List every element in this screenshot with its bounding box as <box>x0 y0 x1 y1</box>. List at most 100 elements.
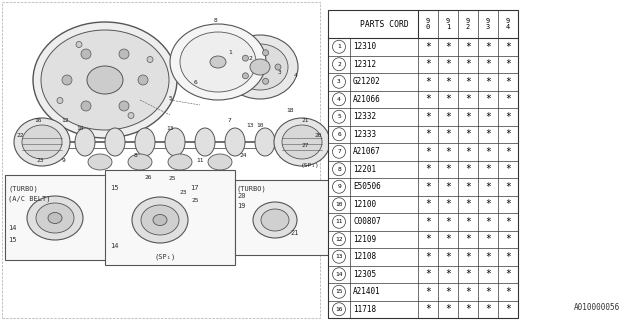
Text: *: * <box>465 217 471 227</box>
Text: 27: 27 <box>301 142 308 148</box>
Circle shape <box>243 73 248 79</box>
Ellipse shape <box>225 128 245 156</box>
Text: *: * <box>445 234 451 244</box>
Circle shape <box>147 57 153 62</box>
Text: *: * <box>445 129 451 139</box>
Text: 7: 7 <box>228 117 232 123</box>
Text: *: * <box>485 304 491 314</box>
Text: 23: 23 <box>36 157 44 163</box>
Text: 12332: 12332 <box>353 112 376 121</box>
Text: 9
4: 9 4 <box>506 18 510 30</box>
Circle shape <box>333 180 346 193</box>
Circle shape <box>76 42 82 47</box>
Text: 15: 15 <box>110 185 118 191</box>
Text: 12: 12 <box>335 237 343 242</box>
Text: (TURBO): (TURBO) <box>237 185 267 191</box>
Text: *: * <box>505 199 511 209</box>
Circle shape <box>119 101 129 111</box>
Text: *: * <box>485 252 491 262</box>
Text: *: * <box>465 234 471 244</box>
Text: *: * <box>425 182 431 192</box>
Text: *: * <box>505 129 511 139</box>
Circle shape <box>333 215 346 228</box>
Text: 25: 25 <box>191 197 199 203</box>
Text: 14: 14 <box>335 272 343 277</box>
Text: 9
0: 9 0 <box>426 18 430 30</box>
Text: *: * <box>465 199 471 209</box>
Text: 6: 6 <box>337 132 341 137</box>
Text: *: * <box>425 234 431 244</box>
Text: 9
3: 9 3 <box>486 18 490 30</box>
Ellipse shape <box>210 56 226 68</box>
Text: 9
1: 9 1 <box>446 18 450 30</box>
Text: *: * <box>505 182 511 192</box>
Text: 25: 25 <box>168 175 176 180</box>
Text: (A/C BELT): (A/C BELT) <box>8 195 51 202</box>
Ellipse shape <box>14 118 70 166</box>
Text: *: * <box>425 42 431 52</box>
Ellipse shape <box>33 22 177 138</box>
Text: *: * <box>425 217 431 227</box>
Circle shape <box>81 49 91 59</box>
Text: *: * <box>465 77 471 87</box>
Text: 3: 3 <box>278 69 282 75</box>
Text: *: * <box>445 77 451 87</box>
Text: 7: 7 <box>337 149 341 154</box>
Text: G21202: G21202 <box>353 77 381 86</box>
Text: *: * <box>425 59 431 69</box>
Ellipse shape <box>41 30 169 130</box>
Text: 12: 12 <box>61 117 68 123</box>
Ellipse shape <box>22 125 62 159</box>
Text: 2: 2 <box>248 55 252 60</box>
Text: *: * <box>445 94 451 104</box>
Text: *: * <box>425 252 431 262</box>
Text: *: * <box>445 269 451 279</box>
Circle shape <box>62 75 72 85</box>
Text: *: * <box>425 199 431 209</box>
Text: 23: 23 <box>179 189 187 195</box>
Text: 16: 16 <box>35 117 42 123</box>
Text: 5: 5 <box>168 95 172 100</box>
Text: (SP₁): (SP₁) <box>155 253 176 260</box>
Text: *: * <box>425 287 431 297</box>
Text: *: * <box>425 269 431 279</box>
Text: *: * <box>485 217 491 227</box>
Ellipse shape <box>282 125 322 159</box>
Ellipse shape <box>232 44 288 90</box>
Text: *: * <box>425 304 431 314</box>
Text: 12109: 12109 <box>353 235 376 244</box>
Text: *: * <box>485 182 491 192</box>
Text: *: * <box>425 147 431 157</box>
Text: 11: 11 <box>196 157 204 163</box>
Text: *: * <box>505 287 511 297</box>
Text: 21: 21 <box>301 117 308 123</box>
Text: 20: 20 <box>237 193 246 199</box>
Text: *: * <box>425 129 431 139</box>
Text: 20: 20 <box>314 132 322 138</box>
Ellipse shape <box>48 212 62 223</box>
Text: 4: 4 <box>337 97 341 102</box>
Bar <box>2 2 320 318</box>
Circle shape <box>333 110 346 123</box>
Text: *: * <box>505 77 511 87</box>
Text: *: * <box>505 234 511 244</box>
Text: 1: 1 <box>228 50 232 54</box>
Ellipse shape <box>141 205 179 235</box>
Circle shape <box>333 163 346 176</box>
Text: 19: 19 <box>237 203 246 209</box>
Text: 24: 24 <box>239 153 247 157</box>
Circle shape <box>57 98 63 103</box>
Text: 10: 10 <box>256 123 264 127</box>
Text: *: * <box>445 59 451 69</box>
Text: 4: 4 <box>294 73 298 77</box>
Text: *: * <box>465 112 471 122</box>
Text: 9: 9 <box>62 157 66 163</box>
Ellipse shape <box>261 209 289 231</box>
Text: *: * <box>465 42 471 52</box>
Text: 2: 2 <box>337 62 341 67</box>
Text: 13: 13 <box>335 254 343 259</box>
Text: 14: 14 <box>8 225 17 231</box>
Circle shape <box>333 198 346 211</box>
Ellipse shape <box>36 203 74 233</box>
Circle shape <box>275 64 281 70</box>
